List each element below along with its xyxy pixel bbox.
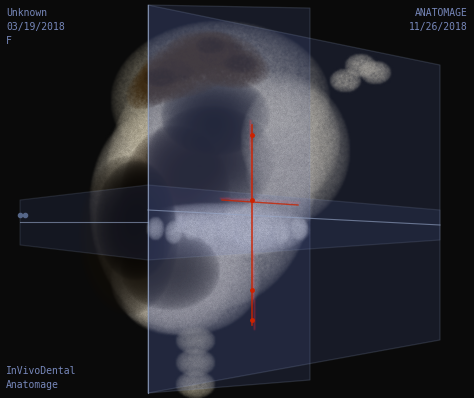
Polygon shape <box>148 5 310 393</box>
Text: InVivoDental
Anatomage: InVivoDental Anatomage <box>6 366 76 390</box>
Text: Unknown
03/19/2018
F: Unknown 03/19/2018 F <box>6 8 65 46</box>
Polygon shape <box>148 5 440 393</box>
Text: ANATOMAGE
11/26/2018: ANATOMAGE 11/26/2018 <box>409 8 468 32</box>
Polygon shape <box>20 185 440 260</box>
